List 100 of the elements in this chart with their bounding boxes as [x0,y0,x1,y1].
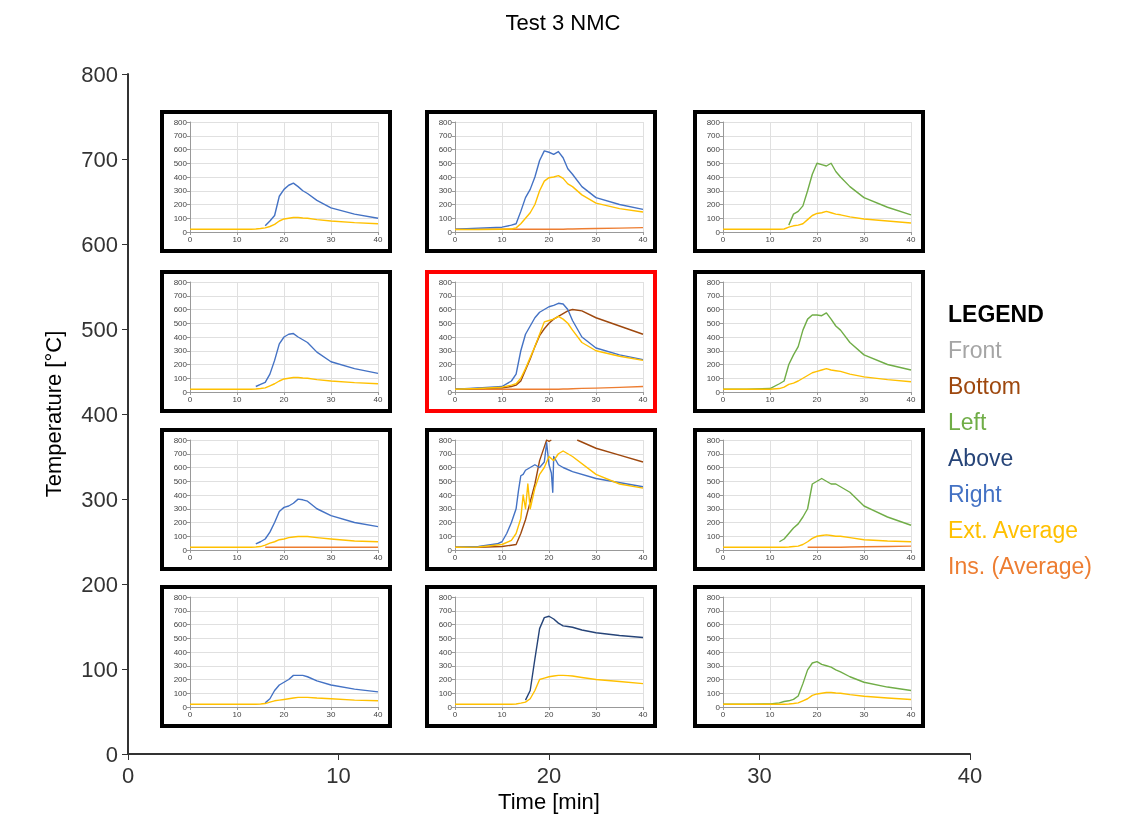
y-tick-label: 100 [438,531,453,541]
y-tick-label: 100 [438,213,453,223]
y-tick-label: 300 [173,346,188,356]
y-tick-label: 300 [173,504,188,514]
y-tick-label: 0 [105,741,118,767]
line-series [788,162,912,226]
x-tick-label: 10 [765,234,775,244]
legend-title: LEGEND [948,300,1045,329]
y-tick-label: 100 [173,213,188,223]
y-tick-label: 500 [81,316,118,342]
y-tick-label: 200 [438,675,453,684]
x-tick-label: 30 [591,234,601,244]
y-tick-label: 0 [447,227,453,237]
x-axis-title: Time [min] [498,789,600,815]
y-tick-label: 200 [81,571,118,597]
y-tick-label: 300 [706,186,721,196]
x-tick-label: 30 [747,762,772,788]
x-tick-label: 20 [544,394,554,404]
x-tick-label: 10 [232,234,242,244]
x-tick-label: 40 [957,762,983,788]
x-tick-label: 30 [326,394,336,404]
x-tick-label: 20 [279,709,289,719]
y-tick-label: 600 [438,305,453,314]
y-tick-label: 300 [706,504,721,514]
y-tick-label: 500 [438,476,453,486]
y-tick-label: 300 [438,504,453,514]
y-tick-label: 300 [173,661,188,671]
x-tick-label: 40 [373,709,383,719]
y-tick-label: 400 [706,647,721,657]
legend-label: Left [948,408,988,437]
line-series [255,332,379,388]
y-tick-label: 500 [173,476,188,486]
y-tick-label: 500 [706,633,721,643]
y-tick-label: 0 [447,545,453,555]
y-tick-label: 0 [447,702,453,712]
x-tick-label: 30 [326,234,336,244]
y-tick-label: 200 [173,360,188,369]
y-tick-label: 600 [706,463,721,472]
x-tick-label: 10 [326,762,351,788]
x-tick-label: 30 [859,394,869,404]
x-tick-label: 20 [812,709,822,719]
y-tick-label: 800 [438,435,453,445]
x-tick-label: 10 [232,709,242,719]
y-tick-label: 200 [706,675,721,684]
y-tick-label: 300 [81,486,118,512]
y-tick-label: 0 [715,227,721,237]
y-tick-label: 400 [173,490,188,500]
x-tick-label: 20 [544,709,554,719]
y-tick-label: 0 [447,387,453,397]
y-tick-label: 700 [706,606,721,616]
y-tick-label: 400 [81,401,118,427]
y-tick-label: 600 [706,620,721,629]
y-tick-label: 400 [438,332,453,342]
y-tick-label: 400 [706,172,721,182]
y-tick-label: 800 [438,277,453,287]
y-tick-label: 800 [173,592,188,602]
x-tick-label: 30 [591,552,601,562]
x-tick-label: 20 [544,234,554,244]
y-tick-label: 0 [715,545,721,555]
legend-label: Ext. Average [948,516,1079,545]
x-tick-label: 40 [638,234,648,244]
y-tick-label: 700 [173,131,188,141]
y-tick-label: 100 [438,373,453,383]
y-tick-label: 0 [715,387,721,397]
legend-label: Above [948,444,1015,473]
y-tick-label: 600 [173,463,188,472]
y-tick-label: 500 [438,318,453,328]
x-tick-label: 20 [812,552,822,562]
y-tick-label: 800 [173,117,188,127]
y-tick-label: 400 [706,490,721,500]
y-tick-label: 800 [706,117,721,127]
x-tick-label: 30 [591,709,601,719]
y-tick-label: 200 [706,200,721,209]
x-tick-label: 40 [638,552,648,562]
y-tick-label: 100 [706,531,721,541]
y-tick-label: 400 [438,172,453,182]
y-tick-label: 200 [173,200,188,209]
y-tick-label: 700 [438,291,453,301]
y-tick-label: 700 [706,291,721,301]
x-tick-label: 30 [326,709,336,719]
x-tick-label: 40 [906,552,916,562]
x-tick-label: 10 [497,709,507,719]
y-tick-label: 800 [706,277,721,287]
x-tick-label: 10 [765,394,775,404]
y-tick-label: 100 [173,373,188,383]
y-tick-label: 0 [182,545,188,555]
x-tick-label: 30 [326,552,336,562]
y-tick-label: 700 [173,449,188,459]
y-tick-label: 800 [706,435,721,445]
y-tick-label: 100 [438,688,453,698]
line-series [264,182,379,227]
legend-label: Front [948,336,1003,365]
x-tick-label: 30 [859,234,869,244]
y-tick-label: 100 [706,688,721,698]
y-tick-label: 0 [182,227,188,237]
legend-label: Ins. (Average) [948,552,1093,581]
x-tick-label: 10 [497,394,507,404]
y-tick-label: 200 [438,200,453,209]
line-series [264,674,379,704]
line-series [524,615,644,701]
